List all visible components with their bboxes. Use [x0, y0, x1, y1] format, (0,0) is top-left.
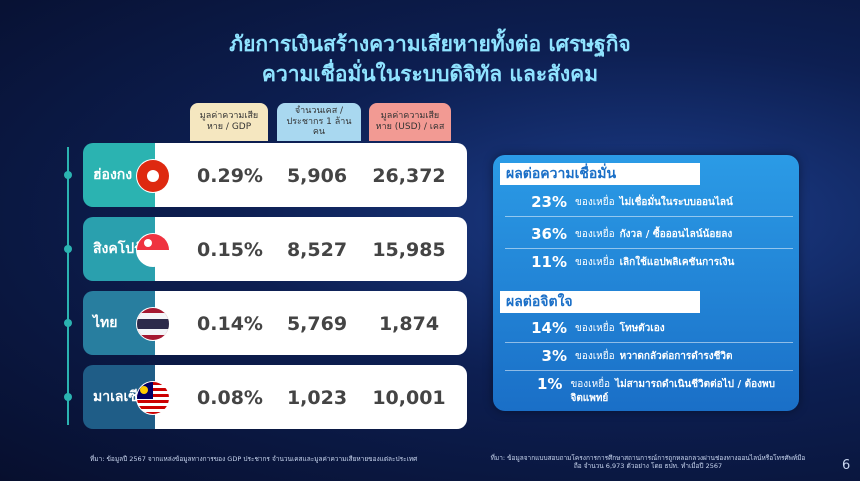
- table-cell: 0.08%: [197, 387, 263, 409]
- table-cell: 1,874: [378, 313, 440, 335]
- table-cell: 0.29%: [197, 165, 263, 187]
- row-box: [155, 365, 467, 429]
- table-cell: 0.15%: [197, 239, 263, 261]
- stat-text: ของเหยื่อ ไม่เชื่อมั่นในระบบออนไลน์: [575, 194, 733, 210]
- stat-description: ไม่เชื่อมั่นในระบบออนไลน์: [619, 197, 733, 208]
- stat-percent: 36%: [531, 225, 567, 243]
- panel-title: ผลต่อความเชื่อมั่น: [500, 163, 700, 185]
- stat-text: ของเหยื่อ เลิกใช้แอปพลิเคชันการเงิน: [575, 254, 734, 270]
- panel-title: ผลต่อจิตใจ: [500, 291, 700, 313]
- title-line: ความเชื่อมั่นในระบบดิจิทัล และสังคม: [261, 62, 599, 86]
- stat-item: 14% ของเหยื่อ โทษตัวเอง: [505, 320, 795, 336]
- column-header: มูลค่าความเสียหาย / GDP: [190, 103, 268, 141]
- source-note: ที่มา: ข้อมูลปี 2567 จากแหล่งข้อมูลทางกา…: [90, 455, 418, 463]
- separator: [505, 248, 793, 249]
- row-box: [155, 143, 467, 207]
- stat-text: ของเหยื่อ หวาดกลัวต่อการดำรงชีวิต: [575, 348, 733, 364]
- row-box: [155, 291, 467, 355]
- row-marker: [64, 171, 72, 179]
- stat-percent: 11%: [531, 253, 567, 271]
- stat-description: ไม่สามารถดำเนินชีวิตต่อไป / ต้องพบจิตแพท…: [570, 379, 775, 404]
- table-cell: 1,023: [286, 387, 348, 409]
- separator: [505, 216, 793, 217]
- stat-item: 23% ของเหยื่อ ไม่เชื่อมั่นในระบบออนไลน์: [505, 194, 795, 210]
- table-cell: 15,985: [372, 239, 446, 261]
- stat-label: ของเหยื่อ: [575, 323, 615, 334]
- table-cell: 5,769: [286, 313, 348, 335]
- flag: [136, 307, 170, 341]
- flag: [136, 381, 170, 415]
- stat-percent: 3%: [541, 347, 567, 365]
- stat-label: ของเหยื่อ: [575, 257, 615, 268]
- stat-item: 1% ของเหยื่อ ไม่สามารถดำเนินชีวิตต่อไป / ต…: [505, 376, 795, 406]
- column-header: มูลค่าความเสียหาย (USD) / เคส: [369, 103, 451, 141]
- table-cell: 26,372: [372, 165, 446, 187]
- stat-label: ของเหยื่อ: [575, 351, 615, 362]
- row-marker: [64, 245, 72, 253]
- stat-text: ของเหยื่อ ไม่สามารถดำเนินชีวิตต่อไป / ต้อ…: [570, 376, 795, 406]
- stat-label: ของเหยื่อ: [575, 197, 615, 208]
- stat-percent: 23%: [531, 193, 567, 211]
- table-cell: 0.14%: [197, 313, 263, 335]
- table-cell: 10,001: [372, 387, 446, 409]
- stat-description: เลิกใช้แอปพลิเคชันการเงิน: [619, 257, 735, 268]
- column-header: จำนวนเคส / ประชากร 1 ล้านคน: [277, 103, 361, 141]
- stat-description: โทษตัวเอง: [619, 323, 665, 334]
- separator: [505, 342, 793, 343]
- stat-percent: 14%: [531, 319, 567, 337]
- row-marker: [64, 319, 72, 327]
- source-note: ที่มา: ข้อมูลจากแบบสอบถามโครงการการศึกษา…: [490, 454, 806, 471]
- stat-text: ของเหยื่อ กังวล / ซื้อออนไลน์น้อยลง: [575, 226, 732, 242]
- timeline: [67, 147, 69, 425]
- row-box: [155, 217, 467, 281]
- stat-item: 3% ของเหยื่อ หวาดกลัวต่อการดำรงชีวิต: [505, 348, 795, 364]
- title-line: ภัยการเงินสร้างความเสียหายทั้งต่อ เศรษฐก…: [229, 32, 631, 56]
- page-number: 6: [842, 458, 851, 473]
- flag: [136, 233, 170, 267]
- stat-description: หวาดกลัวต่อการดำรงชีวิต: [619, 351, 733, 362]
- stat-label: ของเหยื่อ: [575, 229, 615, 240]
- row-marker: [64, 393, 72, 401]
- table-cell: 5,906: [286, 165, 348, 187]
- flag: [136, 159, 170, 193]
- stat-description: กังวล / ซื้อออนไลน์น้อยลง: [619, 229, 733, 240]
- separator: [505, 370, 793, 371]
- table-cell: 8,527: [286, 239, 348, 261]
- stat-percent: 1%: [536, 375, 563, 393]
- impact-panel: [493, 155, 799, 411]
- stat-text: ของเหยื่อ โทษตัวเอง: [575, 320, 665, 336]
- stat-label: ของเหยื่อ: [570, 379, 611, 390]
- stat-item: 36% ของเหยื่อ กังวล / ซื้อออนไลน์น้อยลง: [505, 226, 795, 242]
- stat-item: 11% ของเหยื่อ เลิกใช้แอปพลิเคชันการเงิน: [505, 254, 795, 270]
